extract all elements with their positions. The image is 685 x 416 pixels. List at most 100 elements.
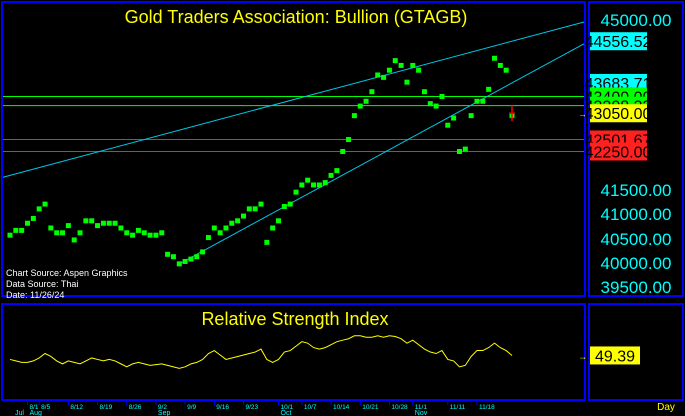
price-point	[252, 206, 258, 212]
rsi-line	[9, 335, 513, 369]
x-tick-label: 10/14	[333, 404, 350, 411]
rsi-arrow: →	[578, 351, 587, 361]
source-line-data: Data Source: Thai	[6, 279, 78, 289]
price-point	[322, 180, 328, 186]
price-point	[235, 218, 241, 224]
price-marker-box	[590, 32, 647, 51]
price-point	[106, 220, 112, 226]
price-point	[281, 203, 287, 209]
x-tick-label: 11/11	[450, 404, 466, 411]
price-marker-label: 42250.00	[585, 145, 652, 162]
x-tick-label: 11/1	[415, 404, 428, 411]
price-point	[83, 218, 89, 224]
price-axis-frame	[588, 1, 684, 297]
price-point	[293, 189, 299, 195]
price-point	[264, 239, 270, 245]
price-point	[211, 225, 217, 231]
price-point	[165, 251, 171, 257]
price-point	[147, 232, 153, 238]
price-point	[480, 98, 486, 104]
x-tick-label: 9/16	[216, 404, 229, 411]
price-point	[188, 256, 194, 262]
price-point	[427, 101, 433, 107]
price-point	[205, 235, 211, 241]
rsi-axis-frame	[588, 303, 684, 401]
price-point	[258, 201, 264, 207]
price-point	[351, 113, 357, 119]
price-point	[404, 79, 410, 85]
price-point	[357, 103, 363, 109]
price-point	[135, 227, 141, 233]
price-point	[486, 86, 492, 92]
price-point	[468, 113, 474, 119]
price-point	[433, 103, 439, 109]
x-tick-label: 9/9	[187, 404, 196, 411]
price-axis-label-41500: 41500.00	[601, 181, 672, 200]
price-point	[30, 215, 36, 221]
price-point	[410, 62, 416, 68]
plot-layer: →44556.5243683.7143400.0043208.3343050.0…	[2, 21, 652, 416]
x-tick-label: 9/23	[245, 404, 258, 411]
price-panel-frame	[1, 1, 586, 297]
x-tick-label: 8/1	[30, 404, 39, 411]
price-point	[182, 258, 188, 264]
price-point	[381, 74, 387, 80]
x-tick-label: 10/7	[304, 404, 317, 411]
x-tick-label: 8/12	[70, 404, 83, 411]
price-point	[36, 206, 42, 212]
price-point	[270, 225, 276, 231]
price-point	[223, 225, 229, 231]
price-point	[65, 223, 71, 229]
x-tick-label: 8/5	[41, 404, 50, 411]
price-axis-label-39500: 39500.00	[601, 278, 672, 297]
price-point	[445, 122, 451, 128]
x-month-label: Jul	[15, 410, 24, 416]
price-point	[398, 62, 404, 68]
price-point	[439, 94, 445, 100]
source-line-chart: Chart Source: Aspen Graphics	[6, 268, 128, 278]
price-point	[363, 98, 369, 104]
x-month-label: Oct	[281, 410, 292, 416]
price-point	[299, 182, 305, 188]
price-point	[170, 254, 176, 260]
price-point	[48, 225, 54, 231]
price-point	[456, 149, 462, 154]
price-point	[13, 227, 19, 233]
x-month-label: Aug	[30, 410, 43, 416]
last-price-arrow: →	[578, 109, 587, 119]
price-point	[451, 115, 457, 121]
x-tick-label: 10/21	[362, 404, 379, 411]
price-point	[200, 249, 206, 255]
rsi-value-box	[590, 346, 640, 365]
price-point	[159, 230, 165, 236]
price-marker-box	[590, 104, 647, 123]
price-marker-box	[590, 73, 647, 92]
price-point	[95, 223, 101, 229]
price-point	[100, 220, 106, 226]
price-point	[124, 230, 130, 236]
price-point	[141, 230, 147, 236]
price-point	[89, 218, 95, 224]
price-point	[77, 230, 83, 236]
price-point	[334, 168, 340, 174]
x-tick-label: 10/1	[281, 404, 294, 411]
x-tick-label: 8/26	[129, 404, 142, 411]
price-point	[42, 201, 48, 207]
rsi-panel-frame	[1, 303, 586, 401]
price-point	[503, 67, 509, 73]
price-point	[217, 230, 223, 236]
trendline	[179, 43, 585, 265]
price-point	[194, 254, 200, 260]
price-point	[311, 182, 317, 188]
price-point	[375, 72, 381, 78]
price-marker-label: 44556.52	[585, 34, 652, 51]
x-tick-label: 11/18	[479, 404, 495, 411]
price-point	[240, 213, 246, 219]
price-point	[386, 67, 392, 73]
price-point	[54, 230, 60, 236]
price-point	[369, 89, 375, 95]
price-point	[328, 172, 334, 178]
price-axis-label-40000: 40000.00	[601, 254, 672, 273]
price-point	[474, 98, 480, 104]
